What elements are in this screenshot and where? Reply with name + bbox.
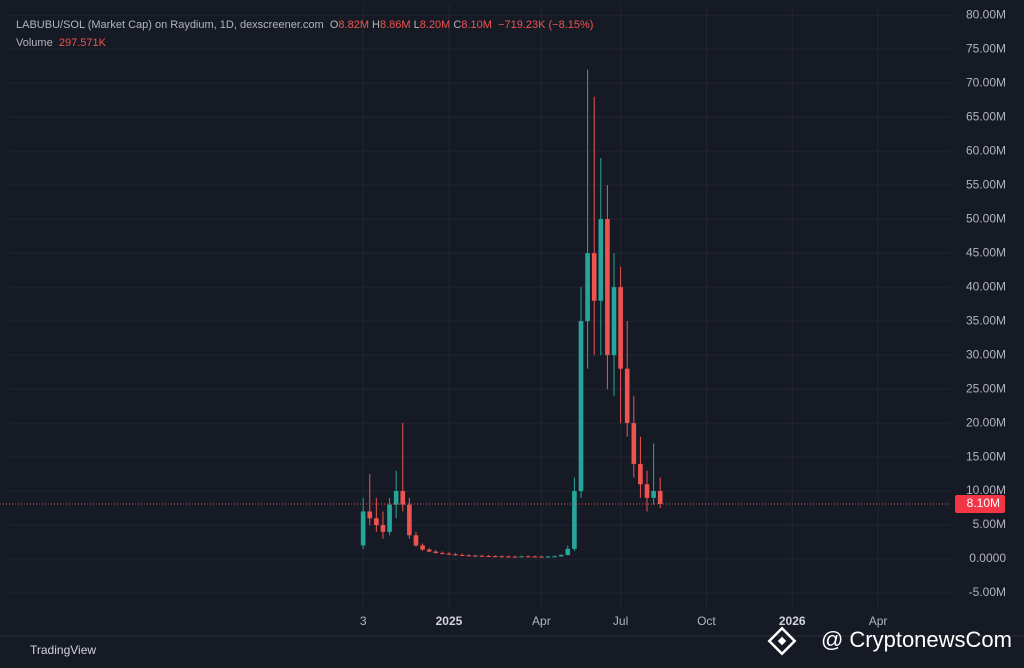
y-tick-label: 50.00M [966,211,1006,225]
candle-body [360,511,366,546]
candle-body [479,555,485,557]
y-tick-label: 65.00M [966,109,1006,123]
legend-row: Volume 297.571K [16,34,593,52]
candle-body [492,556,498,558]
legend: LABUBU/SOL (Market Cap) on Raydium, 1D, … [16,16,593,52]
candle-body [519,556,524,558]
y-tick-label: 5.00M [973,517,1006,531]
candle-body [631,423,637,464]
candle-body [459,554,465,556]
footer-brand: TradingView [30,643,96,657]
y-tick-label: 80.00M [966,7,1006,21]
last-price-label: 8.10M [967,496,1000,510]
candle-body [591,253,597,301]
y-tick-label: 30.00M [966,347,1006,361]
candle-body [572,491,577,549]
candle-body [506,556,511,558]
candle-body [605,219,610,356]
volume-label: Volume [16,37,53,49]
x-tick-label: Jul [613,614,628,628]
candle-body [558,554,564,557]
candle-body [512,556,518,558]
candle-body [400,491,406,505]
volume-value: 297.571K [58,37,106,49]
candle-body [387,504,392,532]
x-tick-label: Apr [532,614,551,628]
y-tick-label: 55.00M [966,177,1006,191]
candle-body [486,555,491,557]
y-tick-label: 40.00M [966,279,1006,293]
x-tick-label: 3 [360,614,367,628]
candle-body [525,556,531,558]
candle-body [651,491,656,498]
candle-body [565,548,571,555]
y-tick-label: 25.00M [966,381,1006,395]
candle-body [393,491,399,505]
candle-body [585,253,590,322]
y-tick-label: 15.00M [966,449,1006,463]
ohlc-value: 8.82M [338,19,369,31]
x-tick-label: 2025 [436,614,463,628]
ohlc-value: 8.10M [461,19,492,31]
ohlc-value: 8.20M [419,19,451,31]
candle-body [453,554,458,556]
candle-body [638,463,643,485]
candle-body [598,219,604,301]
candle-body [446,553,452,555]
candle-body [644,484,650,498]
legend-title: LABUBU/SOL (Market Cap) on Raydium, 1D, … [16,19,324,31]
candle-body [380,525,386,532]
candle-body [374,518,379,526]
candle-body [618,287,623,369]
candle-body [466,555,472,557]
y-tick-label: 10.00M [966,483,1006,497]
y-tick-label: 60.00M [966,143,1006,157]
y-tick-label: 0.0000 [969,551,1006,565]
x-tick-label: 2026 [779,614,806,628]
y-tick-label: 70.00M [966,75,1006,89]
candle-body [413,535,419,546]
candle-body [532,556,538,558]
candle-body [611,287,617,356]
candle-body [657,491,663,504]
candle-body [440,552,445,554]
y-tick-label: 20.00M [966,415,1006,429]
watermark: @ CryptonewsCom [821,627,1012,652]
y-tick-label: 35.00M [966,313,1006,327]
candle-body [407,504,412,536]
x-tick-label: Oct [697,614,716,628]
ohlc-key: O [329,19,339,31]
ohlc-key: C [453,19,462,31]
plot [0,5,950,608]
candle-body [433,551,439,553]
candle-body [578,321,584,492]
ohlc-value: 8.86M [380,19,411,31]
candle-body [426,549,432,552]
candle-body [552,556,557,558]
axis-strip [0,608,1024,668]
change: −719.23K (−8.15%) [498,19,594,31]
candle-body [420,545,425,550]
y-tick-label: 75.00M [966,41,1006,55]
ohlc-key: L [413,19,420,31]
y-tick-label: 45.00M [966,245,1006,259]
candle-body [545,556,551,558]
candle-body [624,368,630,424]
candle-body [473,555,478,557]
candle-body [499,556,505,558]
last-price-badge [955,494,1005,513]
y-tick-label: -5.00M [969,585,1006,599]
ohlc-key: H [372,19,380,31]
ohlc: O8.82M H8.86M L8.20M C8.10M [327,19,492,31]
legend-row: LABUBU/SOL (Market Cap) on Raydium, 1D, … [16,16,593,34]
candle-body [539,556,544,558]
x-tick-label: Apr [869,614,888,628]
candle-body [367,511,373,519]
